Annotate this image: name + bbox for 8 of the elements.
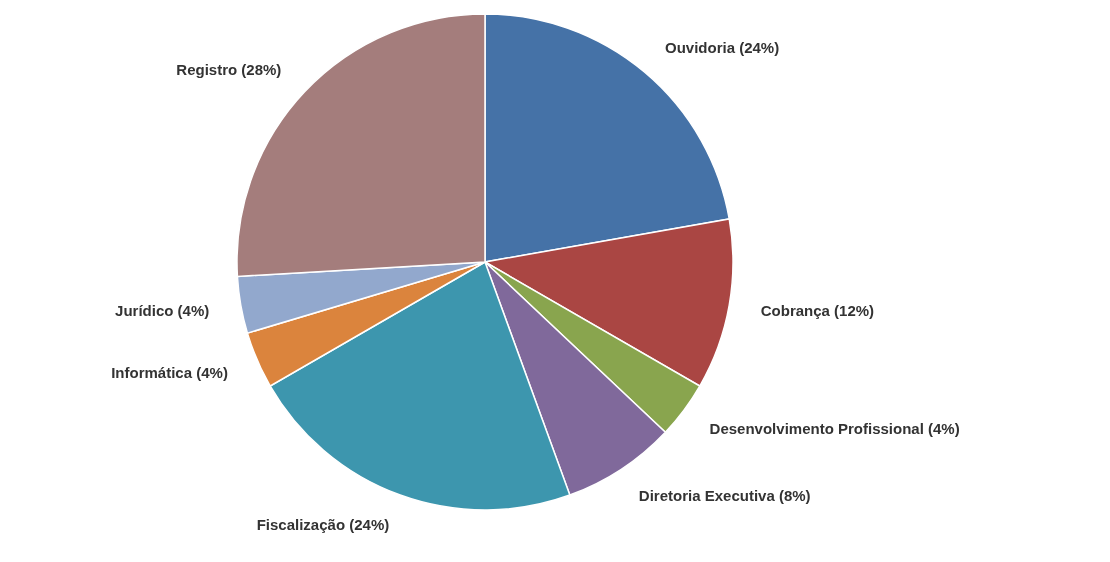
slice-label: Jurídico (4%) xyxy=(115,301,210,319)
slice-label: Informática (4%) xyxy=(111,363,228,381)
slice-label: Cobrança (12%) xyxy=(760,301,875,319)
slice-label: Diretoria Executiva (8%) xyxy=(638,486,811,504)
slice-label: Ouvidoria (24%) xyxy=(664,38,780,56)
slice-label: Fiscalização (24%) xyxy=(256,516,390,534)
slice-label: Registro (28%) xyxy=(176,60,282,78)
slice-label: Desenvolvimento Profissional (4%) xyxy=(709,420,960,438)
